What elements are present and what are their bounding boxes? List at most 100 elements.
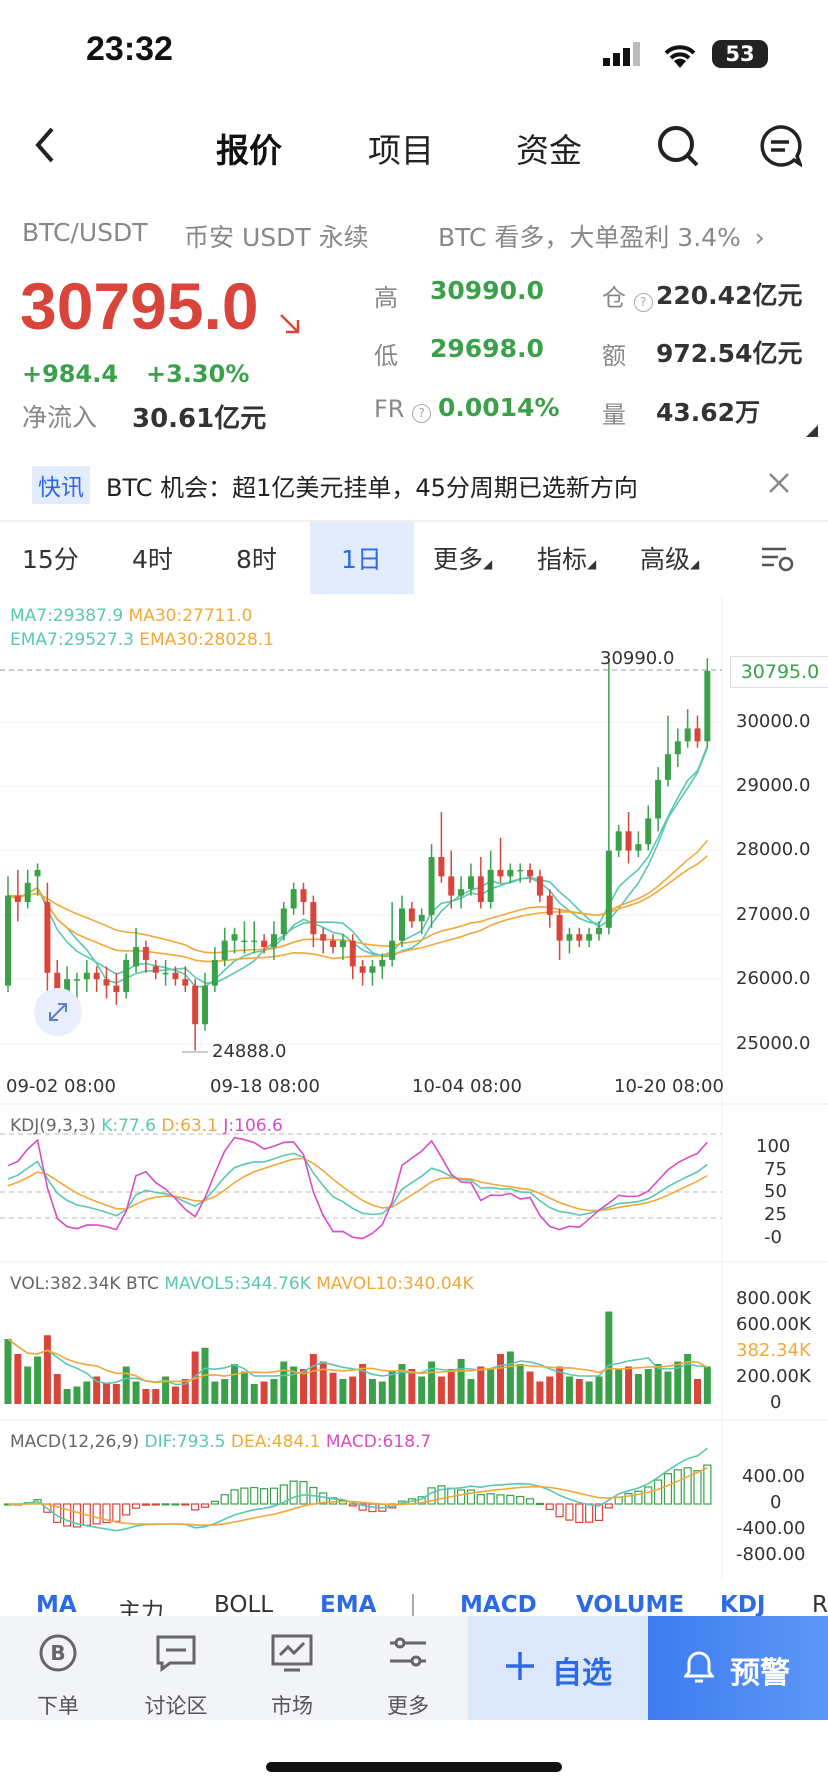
indicator-tab-bar: MA 主力 BOLL EMA MACD VOLUME KDJ R (0, 1580, 828, 1616)
volume-bar (280, 1361, 288, 1404)
macd-bar (683, 1467, 692, 1505)
vol-current-tag: 382.34K (736, 1340, 811, 1361)
nav-discuss[interactable]: 讨论区 (144, 1694, 208, 1718)
high-mark-label: 30990.0 (600, 648, 675, 669)
volume-bar (240, 1371, 248, 1404)
volume-bar (112, 1384, 120, 1404)
expand-corner-icon[interactable] (806, 422, 818, 437)
last-price: 30795.0 (20, 269, 259, 343)
candle-body (251, 940, 258, 943)
ind-tab-r[interactable]: R (812, 1592, 828, 1616)
macd-bar (634, 1490, 643, 1505)
macd-bar (269, 1487, 279, 1505)
nav-market[interactable]: 市场 (271, 1694, 313, 1718)
ind-tab-ma[interactable]: MA (36, 1592, 77, 1616)
candle-body (5, 895, 11, 986)
add-favorite-button[interactable]: 自选 (468, 1616, 648, 1720)
discuss-icon[interactable] (154, 1633, 198, 1672)
chat-icon[interactable] (758, 124, 804, 169)
volume-bar (260, 1381, 268, 1404)
fr-label: FR ? (374, 395, 432, 423)
macd-dea-line (7, 1466, 708, 1527)
y-tick: 28000.0 (736, 839, 811, 860)
ind-tab-main[interactable]: 主力 (118, 1599, 164, 1616)
low-mark-label: 24888.0 (212, 1041, 287, 1062)
nav-order[interactable]: 下单 (37, 1694, 79, 1718)
macd-bar (703, 1464, 712, 1505)
candle-body (290, 889, 297, 909)
news-text: BTC 机会：超1亿美元挂单，45分周期已选新方向 (106, 474, 638, 502)
candle-body (566, 934, 573, 941)
market-name: 币安 USDT 永续 (184, 223, 369, 252)
volume-bar (231, 1364, 239, 1404)
timeframe-15m[interactable]: 15分 (22, 545, 79, 574)
ma-legend: MA7:29387.9 MA30:27711.0 (10, 606, 253, 626)
macd-title: MACD(12,26,9) (10, 1432, 140, 1452)
volume-bar (546, 1376, 554, 1404)
ind-tab-kdj[interactable]: KDJ (720, 1592, 766, 1616)
macd-bar (102, 1503, 111, 1524)
chart-settings-icon[interactable] (760, 544, 794, 572)
volume-bar (526, 1371, 534, 1404)
macd-bar (496, 1494, 505, 1505)
ema30-label: EMA30:28028.1 (139, 630, 274, 650)
volume-bar (309, 1354, 317, 1404)
volume-bar (615, 1369, 623, 1404)
status-time: 23:32 (86, 30, 173, 68)
timeframe-more[interactable]: 更多◢ (433, 545, 492, 617)
macd-bar (437, 1485, 446, 1505)
candle-body (369, 966, 376, 973)
timeframe-more-label: 更多 (433, 545, 484, 574)
candle-body (507, 869, 514, 877)
news-bar[interactable]: 快讯 BTC 机会：超1亿美元挂单，45分周期已选新方向 (0, 452, 828, 516)
back-icon[interactable] (30, 125, 60, 165)
ind-tab-volume[interactable]: VOLUME (576, 1592, 685, 1616)
ind-tab-ema[interactable]: EMA (320, 1592, 377, 1616)
pair-name[interactable]: BTC/USDT (22, 218, 148, 247)
search-icon[interactable] (656, 124, 700, 168)
advanced-menu[interactable]: 高级◢ (640, 545, 699, 617)
tab-quote[interactable]: 报价 (216, 131, 282, 170)
help-icon[interactable]: ? (412, 404, 432, 423)
indicator-menu[interactable]: 指标◢ (537, 545, 596, 617)
timeframe-1d[interactable]: 1日 (341, 545, 382, 574)
candle-body (152, 966, 159, 973)
volume-bar (497, 1354, 504, 1404)
candle-body (615, 831, 622, 851)
more-icon[interactable] (386, 1633, 430, 1669)
macd-bar (92, 1503, 101, 1525)
timeframe-4h[interactable]: 4时 (132, 545, 173, 574)
kdj-j-line (7, 1136, 708, 1240)
macd-bar (565, 1503, 574, 1521)
candle-body (467, 876, 474, 890)
macd-bar (663, 1473, 673, 1505)
y-tick: 25000.0 (736, 1033, 811, 1054)
mavol10: MAVOL10:340.04K (316, 1274, 474, 1294)
candlestick-chart[interactable] (0, 596, 828, 1596)
candle-body (202, 985, 208, 1025)
price-change: +984.4 (22, 360, 119, 388)
expand-chart-icon[interactable] (34, 988, 82, 1036)
volume-bar (290, 1366, 298, 1404)
ind-tab-boll[interactable]: BOLL (214, 1592, 274, 1616)
help-icon[interactable]: ? (633, 293, 653, 312)
candle-body (349, 940, 356, 967)
amount-label: 额 (602, 342, 626, 370)
order-icon[interactable]: B (36, 1633, 80, 1672)
macd-histogram (3, 1464, 712, 1528)
macd-tick: -800.00 (736, 1544, 806, 1565)
ind-tab-macd[interactable]: MACD (460, 1592, 537, 1616)
signal-icon (603, 42, 647, 68)
candle-body (24, 882, 31, 903)
timeframe-8h[interactable]: 8时 (236, 545, 277, 574)
price-alert-button[interactable]: 预警 (648, 1616, 828, 1720)
market-icon[interactable] (270, 1633, 314, 1672)
low-value: 29698.0 (430, 334, 544, 363)
promo-link[interactable]: BTC 看多，大单盈利 3.4% › (438, 218, 765, 254)
macd-bar (171, 1503, 180, 1506)
volume-bar (457, 1359, 465, 1404)
tab-project[interactable]: 项目 (368, 131, 434, 170)
close-icon[interactable] (766, 470, 792, 496)
nav-more[interactable]: 更多 (387, 1694, 429, 1718)
tab-funds[interactable]: 资金 (516, 131, 582, 170)
